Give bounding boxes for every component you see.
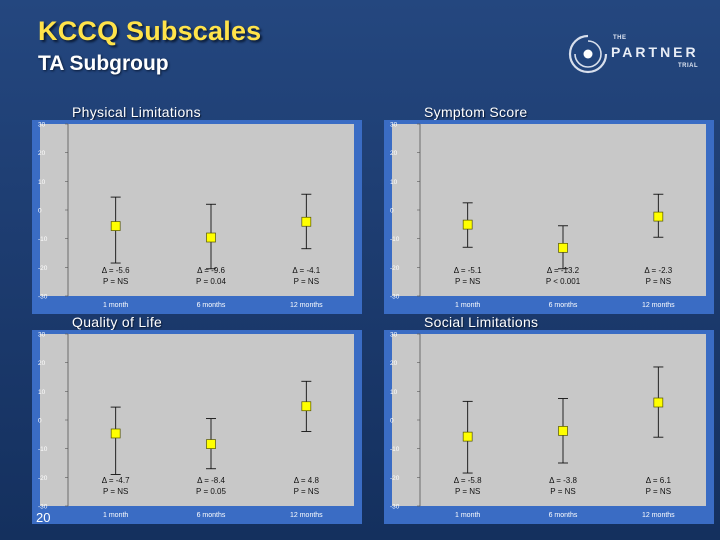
delta-label: Δ = -13.2 (547, 266, 580, 275)
y-tick-label: 30 (38, 332, 46, 339)
y-tick-label: -30 (38, 294, 48, 301)
data-point-marker (462, 431, 473, 442)
panel-title-qol: Quality of Life (72, 314, 163, 330)
y-tick-label: 0 (38, 418, 42, 425)
panel-title-physical: Physical Limitations (72, 104, 201, 120)
data-point-marker (110, 428, 121, 439)
y-tick-label: 20 (390, 150, 398, 157)
x-tick-label: 12 months (290, 512, 323, 519)
y-tick-label: -10 (390, 236, 400, 243)
y-tick-label: -20 (390, 265, 400, 272)
y-tick-label: -30 (38, 504, 48, 511)
x-tick-label: 12 months (642, 512, 675, 519)
y-tick-label: 30 (390, 332, 398, 339)
data-point-marker (301, 401, 312, 412)
x-tick-label: 1 month (455, 302, 480, 309)
p-value-label: P = NS (103, 487, 128, 496)
x-tick-label: 1 month (103, 512, 128, 519)
p-value-label: P = 0.05 (196, 487, 226, 496)
x-tick-label: 6 months (549, 512, 578, 519)
y-tick-label: -10 (390, 446, 400, 453)
y-tick-label: -10 (38, 446, 48, 453)
p-value-label: P = NS (646, 277, 671, 286)
chart-physical-limitations: 30 20 10 0 -10 -20 -30 1 month Δ = -5.6 P = NS 6 m… (32, 120, 362, 314)
plot-area (40, 334, 354, 506)
x-tick-label: 6 months (197, 512, 226, 519)
p-value-label: P = NS (646, 487, 671, 496)
data-point-marker (462, 219, 473, 230)
plot-area (392, 124, 706, 296)
delta-label: Δ = -5.6 (102, 266, 130, 275)
y-tick-label: -30 (390, 504, 400, 511)
delta-label: Δ = -2.3 (644, 266, 672, 275)
delta-label: Δ = 6.1 (646, 476, 672, 485)
panel-title-symptom: Symptom Score (424, 104, 528, 120)
y-tick-label: 0 (390, 418, 394, 425)
y-tick-label: 20 (390, 360, 398, 367)
delta-label: Δ = -9.6 (197, 266, 225, 275)
x-tick-label: 1 month (455, 512, 480, 519)
data-point-marker (206, 232, 216, 243)
partner-trial-logo: THE PARTNER TRIAL (566, 32, 706, 76)
logo-the: THE (613, 35, 627, 41)
data-point-marker (110, 221, 121, 231)
delta-label: Δ = -4.1 (292, 266, 320, 275)
p-value-label: P = NS (550, 487, 575, 496)
chart-social-limitations: 30 20 10 0 -10 -20 -30 1 month Δ = -5.8 P = NS 6 m… (384, 330, 714, 524)
y-tick-label: -20 (38, 265, 48, 272)
y-tick-label: 20 (38, 150, 46, 157)
y-tick-label: -20 (38, 475, 48, 482)
plot-area (392, 334, 706, 506)
delta-label: Δ = -5.1 (454, 266, 482, 275)
y-tick-label: 20 (38, 360, 46, 367)
p-value-label: P = NS (294, 487, 319, 496)
delta-label: Δ = -4.7 (102, 476, 130, 485)
p-value-label: P = NS (103, 277, 128, 286)
data-point-marker (206, 439, 216, 449)
delta-label: Δ = -8.4 (197, 476, 225, 485)
logo-emblem-icon (568, 34, 608, 74)
logo-partner: PARTNER (611, 44, 699, 60)
delta-label: Δ = -5.8 (454, 476, 482, 485)
x-tick-label: 6 months (197, 302, 226, 309)
y-tick-label: 0 (390, 208, 394, 215)
delta-label: Δ = -3.8 (549, 476, 577, 485)
plot-area (40, 124, 354, 296)
x-tick-label: 12 months (290, 302, 323, 309)
logo-trial: TRIAL (678, 63, 699, 69)
p-value-label: P = NS (294, 277, 319, 286)
page-subtitle: TA Subgroup (38, 52, 169, 75)
y-tick-label: 10 (390, 179, 398, 186)
y-tick-label: 0 (38, 208, 42, 215)
y-tick-label: -20 (390, 475, 400, 482)
y-tick-label: 30 (390, 122, 398, 129)
delta-label: Δ = 4.8 (294, 476, 320, 485)
data-point-marker (653, 211, 664, 222)
y-tick-label: 10 (38, 179, 46, 186)
data-point-marker (558, 426, 568, 436)
p-value-label: P < 0.001 (546, 277, 581, 286)
y-tick-label: -30 (390, 294, 400, 301)
p-value-label: P = 0.04 (196, 277, 226, 286)
y-tick-label: 10 (38, 389, 46, 396)
data-point-marker (558, 242, 568, 253)
x-tick-label: 1 month (103, 302, 128, 309)
panel-title-social: Social Limitations (424, 314, 539, 330)
page-number: 20 (36, 510, 51, 525)
x-tick-label: 6 months (549, 302, 578, 309)
y-tick-label: 30 (38, 122, 46, 129)
data-point-marker (301, 216, 312, 227)
y-tick-label: -10 (38, 236, 48, 243)
p-value-label: P = NS (455, 277, 480, 286)
y-tick-label: 10 (390, 389, 398, 396)
chart-quality-of-life: 30 20 10 0 -10 -20 -30 1 month Δ = -4.7 P = NS 6 m… (32, 330, 362, 524)
data-point-marker (653, 397, 664, 408)
page-title: KCCQ Subscales (38, 16, 262, 46)
x-tick-label: 12 months (642, 302, 675, 309)
p-value-label: P = NS (455, 487, 480, 496)
chart-symptom-score: 30 20 10 0 -10 -20 -30 1 month Δ = -5.1 P = NS 6 m… (384, 120, 714, 314)
